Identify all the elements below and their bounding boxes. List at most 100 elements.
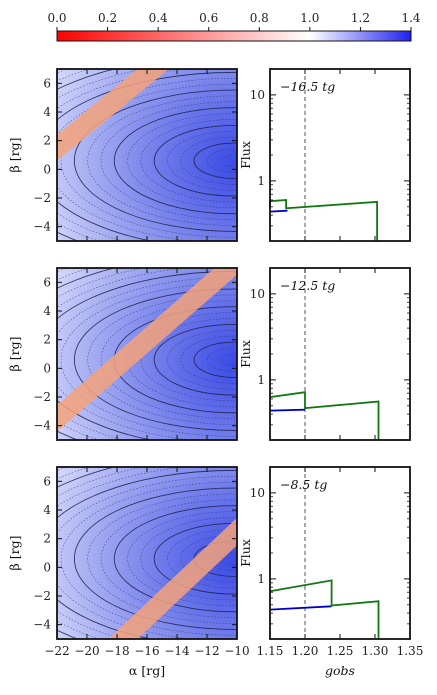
x-tick-label: −10: [224, 644, 249, 658]
y-tick-label: 10: [250, 486, 265, 500]
heatmap-panel-2: −4 −2 0 2 4 6 β [rg]: [7, 267, 238, 441]
y-tick-label: −4: [33, 220, 51, 234]
colorbar-tick-label: 0.8: [250, 11, 269, 25]
colorbar-gradient: [56, 30, 412, 42]
x-tick-label: −12: [194, 644, 219, 658]
contour-line: [220, 154, 237, 167]
heatmap-area: [57, 268, 237, 440]
contour-line: [100, 101, 237, 220]
contour-line: [193, 142, 237, 179]
emission-band: [57, 268, 237, 432]
x-tick-label: 1.35: [397, 644, 424, 658]
x-tick-label: 1.15: [257, 644, 284, 658]
contour-line: [100, 499, 237, 618]
contour-line: [153, 124, 237, 197]
y-tick-label: 1: [257, 373, 265, 387]
series-line-green: [269, 391, 380, 440]
y-tick-label: 2: [43, 134, 51, 148]
contour-line: [167, 130, 237, 191]
y-tick-label: 4: [43, 304, 51, 318]
x-axis-label: gobs: [325, 663, 355, 678]
x-tick-label: 1.20: [292, 644, 319, 658]
series-line-blue: [269, 209, 288, 213]
contour-line: [87, 294, 237, 425]
contour-line: [167, 329, 237, 390]
heatmap-panel-1: −4 −2 0 2 4 6 β [rg]: [7, 68, 238, 242]
y-axis-label: Flux: [238, 141, 253, 169]
y-tick-label: 1: [257, 174, 265, 188]
colorbar-tick-label: 1.0: [300, 11, 319, 25]
contour-line: [207, 148, 237, 173]
heatmap-area: [57, 69, 237, 241]
contour-line: [140, 318, 237, 402]
y-tick-label: 4: [43, 503, 51, 517]
y-tick-label: 2: [43, 532, 51, 546]
contour-line: [60, 481, 237, 636]
flux-background: [270, 467, 410, 639]
y-tick-label: 2: [43, 333, 51, 347]
y-tick-label: 10: [250, 287, 265, 301]
y-axis-label: β [rg]: [7, 138, 22, 173]
y-tick-label: −2: [33, 390, 51, 404]
flux-background: [270, 69, 410, 241]
flux-panel-3: 1 10 1.15 1.20 1.25 1.30 1.35 −8.5 tg Flux gobs: [238, 466, 424, 678]
flux-panel-1: 1 10 −16.5 tg Flux: [238, 68, 411, 242]
y-tick-label: 0: [43, 361, 51, 375]
flux-panel-2: 1 10 −12.5 tg Flux: [238, 267, 411, 441]
y-tick-label: 4: [43, 105, 51, 119]
contour-line: [57, 469, 237, 639]
y-tick-label: −4: [33, 618, 51, 632]
colorbar-tick-label: 0.2: [98, 11, 117, 25]
contour-line: [113, 505, 237, 613]
contour-line: [167, 528, 237, 589]
flux-background: [270, 268, 410, 440]
y-axis-label: β [rg]: [7, 536, 22, 571]
y-tick-label: 0: [43, 560, 51, 574]
heatmap-area: [57, 467, 237, 639]
x-tick-label: −16: [134, 644, 159, 658]
colorbar: 0.0 0.2 0.4 0.6 0.8 1.0 1.2 1.4: [47, 11, 421, 42]
contour-line: [60, 83, 237, 238]
time-label: −12.5 tg: [280, 278, 335, 293]
contour-line: [73, 89, 237, 232]
colorbar-tick-label: 0.4: [149, 11, 168, 25]
series-line-blue: [269, 408, 306, 412]
x-tick-label: 1.30: [362, 644, 389, 658]
contour-line: [140, 517, 237, 601]
emission-band: [57, 69, 169, 161]
y-tick-label: 0: [43, 162, 51, 176]
time-label: −8.5 tg: [280, 477, 327, 492]
x-tick-label: 1.25: [327, 644, 354, 658]
contour-line: [113, 107, 237, 215]
y-tick-label: 1: [257, 572, 265, 586]
contour-line: [73, 487, 237, 630]
x-tick-label: −18: [104, 644, 129, 658]
contour-line: [87, 95, 237, 226]
contour-line: [220, 353, 237, 366]
x-tick-label: −20: [74, 644, 99, 658]
contour-line: [57, 71, 237, 241]
x-tick-label: −22: [44, 644, 69, 658]
x-axis-label: α [rg]: [129, 663, 165, 678]
emission-band: [108, 517, 237, 639]
y-axis-label: β [rg]: [7, 337, 22, 372]
colorbar-tick-label: 1.2: [351, 11, 370, 25]
contour-line: [207, 347, 237, 372]
contour-line: [100, 300, 237, 419]
contour-line: [153, 323, 237, 396]
colorbar-tick-label: 0.6: [199, 11, 218, 25]
time-label: −16.5 tg: [280, 79, 335, 94]
y-tick-label: −4: [33, 419, 51, 433]
contour-line: [140, 119, 237, 203]
contour-line: [193, 341, 237, 378]
y-tick-label: −2: [33, 589, 51, 603]
y-axis-label: Flux: [238, 539, 253, 567]
series-line-green: [269, 579, 380, 639]
colorbar-tick-label: 0.0: [47, 11, 66, 25]
y-tick-label: 6: [43, 275, 51, 289]
y-tick-label: 6: [43, 76, 51, 90]
colorbar-tick-label: 1.4: [401, 11, 420, 25]
y-axis-label: Flux: [238, 340, 253, 368]
